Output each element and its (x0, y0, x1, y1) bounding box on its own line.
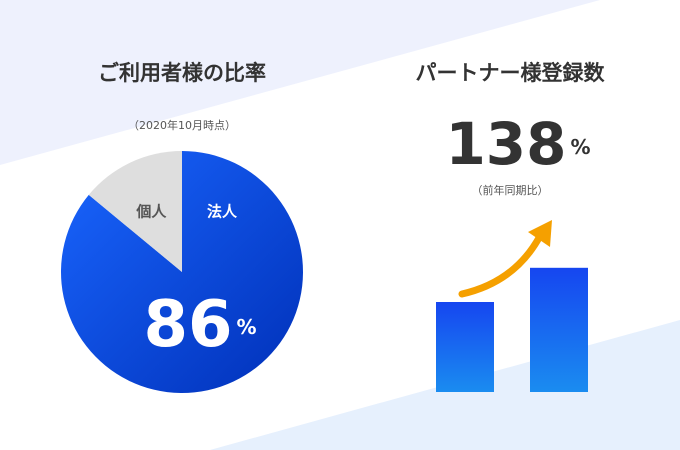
marks (60, 151, 588, 394)
growth-arrow (458, 232, 544, 298)
bar-subtitle: （前年同期比） (472, 183, 549, 197)
arrow-head (528, 220, 552, 247)
value-label: 86% (143, 288, 256, 362)
bar (436, 302, 494, 392)
growth-annotation: 138% (445, 110, 590, 178)
pie-slice (88, 151, 182, 272)
pie-subtitle: （2020年10月時点） (128, 118, 236, 132)
slice-label: 個人 (135, 203, 167, 221)
bar (530, 267, 588, 392)
pie-title: ご利用者様の比率 (98, 61, 266, 85)
slice-label: 法人 (207, 203, 238, 221)
bar-title: パートナー様登録数 (416, 61, 606, 85)
background-shape (0, 0, 600, 165)
